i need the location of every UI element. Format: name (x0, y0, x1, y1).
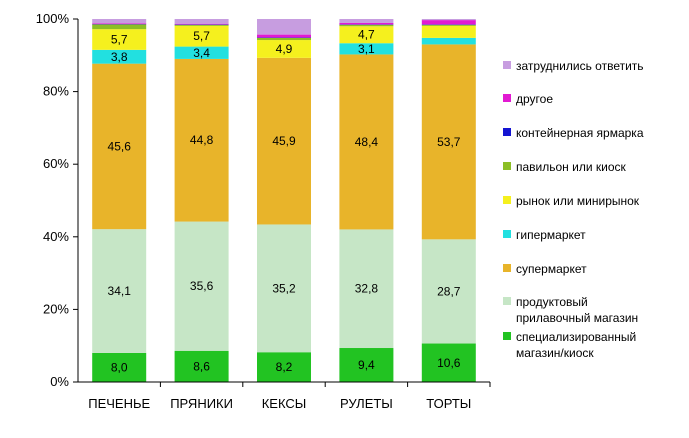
data-label: 32,8 (355, 282, 379, 296)
bar-segment (339, 348, 394, 382)
data-label: 44,8 (190, 133, 214, 147)
bar-segment (92, 229, 147, 353)
y-tick-label: 20% (43, 301, 69, 316)
x-tick-label: РУЛЕТЫ (340, 396, 393, 411)
legend-swatch (503, 196, 511, 204)
data-label: 5,7 (193, 29, 210, 43)
bar-segment (174, 25, 229, 47)
data-label: 4,9 (276, 42, 293, 56)
bar-segment (421, 239, 476, 344)
bar-segment (174, 58, 229, 222)
legend-swatch (503, 61, 511, 69)
data-labels-layer: 8,0 34,1 45,6 3,8 5,7 8,6 35,6 44,8 3,4 5,7 8,2 35,… (108, 28, 461, 375)
data-label: 35,2 (272, 281, 296, 295)
bar-segment (174, 24, 229, 26)
data-label: 8,2 (276, 360, 293, 374)
legend-label: продуктовый (516, 295, 588, 309)
data-label: 45,9 (272, 134, 296, 148)
bar-segment (92, 352, 147, 382)
bar-segment (92, 49, 147, 64)
data-label: 8,6 (193, 359, 210, 373)
data-label: 5,7 (111, 33, 128, 47)
bar-segment (421, 37, 476, 45)
bar-segment (339, 24, 394, 27)
bar-segment (339, 22, 394, 25)
bar-segment (92, 29, 147, 50)
ticks-layer: ПЕЧЕНЬЕ ПРЯНИКИ КЕКСЫ РУЛЕТЫ ТОРТЫ 0% 20% 40% 60… (36, 11, 472, 411)
data-label: 53,7 (437, 135, 461, 149)
bar-segment (421, 24, 476, 26)
data-label: 3,1 (358, 42, 375, 56)
legend-swatch (503, 162, 511, 170)
bar-segment (421, 25, 476, 38)
bar-segment (421, 19, 476, 21)
axes-layer (73, 18, 491, 387)
y-tick-label: 60% (43, 156, 69, 171)
y-tick-label: 80% (43, 84, 69, 99)
legend-swatch (503, 297, 511, 305)
legend-label: рынок или минирынок (516, 194, 640, 208)
data-label: 3,8 (111, 50, 128, 64)
data-label: 10,6 (437, 356, 461, 370)
x-tick-label: ТОРТЫ (426, 396, 471, 411)
data-label: 35,6 (190, 279, 214, 293)
bar-segment (257, 57, 311, 225)
legend-label: прилавочный магазин (516, 311, 638, 325)
bar-segment (257, 40, 311, 58)
bar-segment (257, 19, 311, 35)
bar-segment (339, 229, 394, 349)
bar-segment (421, 20, 476, 25)
legend-label: павильон или киоск (516, 160, 627, 174)
bar-segment (257, 352, 311, 382)
bar-segment (92, 19, 147, 24)
legend-swatch (503, 94, 511, 102)
x-tick-label: ПЕЧЕНЬЕ (88, 396, 150, 411)
data-label: 3,4 (193, 46, 210, 60)
data-label: 48,4 (355, 135, 379, 149)
bar-segment (174, 19, 229, 24)
bar-segment (421, 44, 476, 240)
legend-label: контейнерная ярмарка (516, 126, 644, 140)
data-label: 9,4 (358, 358, 375, 372)
legend-swatch (503, 128, 511, 136)
bar-segment (174, 46, 229, 59)
legend-swatch (503, 264, 511, 272)
x-tick-label: КЕКСЫ (262, 396, 307, 411)
data-label: 28,7 (437, 284, 461, 298)
legend-label: затруднились ответить (516, 59, 644, 73)
x-tick-label: ПРЯНИКИ (170, 396, 233, 411)
legend-label: магазин/киоск (516, 346, 594, 360)
bar-segment (174, 350, 229, 382)
bar-segment (174, 23, 229, 25)
bar-segment (339, 54, 394, 230)
bar-segment (174, 221, 229, 351)
legend: затруднились ответить другое контейнерная … (503, 59, 644, 360)
legend-swatch (503, 230, 511, 238)
bar-segment (339, 43, 394, 55)
bar-segment (92, 24, 147, 30)
y-tick-label: 40% (43, 229, 69, 244)
y-tick-label: 0% (50, 374, 69, 389)
bar-segment (339, 19, 394, 23)
legend-label: гипермаркет (516, 228, 586, 242)
y-tick-label: 100% (36, 11, 70, 26)
bar-segment (421, 343, 476, 382)
legend-label: специализированный (516, 330, 636, 344)
bar-segment (257, 34, 311, 38)
data-label: 4,7 (358, 28, 375, 42)
bar-segment (257, 224, 311, 353)
data-label: 8,0 (111, 360, 128, 374)
bar-segment (92, 63, 147, 230)
data-label: 34,1 (108, 284, 132, 298)
bar-segment (339, 26, 394, 44)
legend-label: супермаркет (516, 262, 587, 276)
bars-layer (92, 19, 476, 382)
bar-segment (92, 23, 147, 25)
bar-segment (257, 37, 311, 41)
legend-swatch (503, 332, 511, 340)
data-label: 45,6 (108, 139, 132, 153)
legend-label: другое (516, 92, 553, 106)
